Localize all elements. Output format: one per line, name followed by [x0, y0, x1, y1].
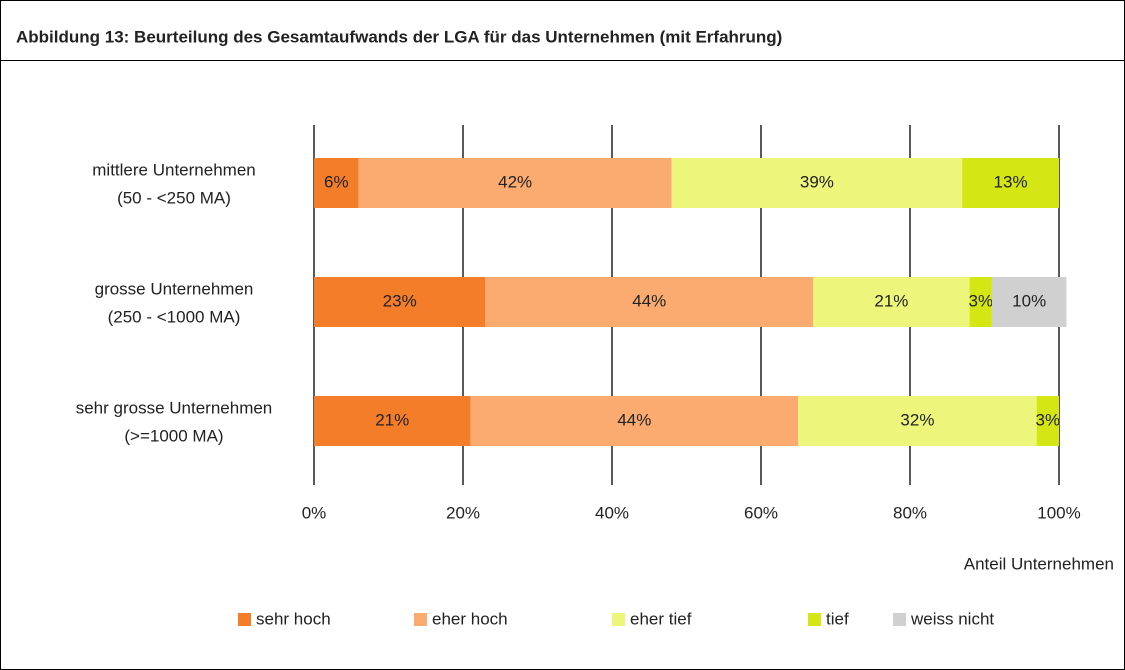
legend-swatch [612, 613, 625, 626]
bar-segment [969, 277, 992, 327]
data-label: 32% [900, 410, 934, 429]
bar-segment [485, 277, 814, 327]
legend-swatch [238, 613, 251, 626]
legend-label: eher tief [630, 609, 692, 628]
chart-title: Abbildung 13: Beurteilung des Gesamtaufw… [16, 27, 782, 46]
y-tick-label: mittlere Unternehmen [92, 160, 255, 179]
legend-label: sehr hoch [256, 609, 331, 628]
data-label: 21% [874, 291, 908, 310]
legend-label: tief [826, 609, 849, 628]
x-tick-label: 40% [595, 503, 629, 522]
data-label: 44% [632, 291, 666, 310]
y-tick-label: sehr grosse Unternehmen [76, 398, 273, 417]
data-label: 21% [375, 410, 409, 429]
legend-swatch [808, 613, 821, 626]
data-label: 39% [800, 172, 834, 191]
x-tick-label: 100% [1037, 503, 1080, 522]
bar-segment [798, 396, 1037, 446]
data-label: 10% [1012, 291, 1046, 310]
bar-segment [1036, 396, 1059, 446]
data-label: 3% [1036, 410, 1061, 429]
x-tick-label: 60% [744, 503, 778, 522]
legend-label: weiss nicht [910, 609, 994, 628]
data-label: 3% [968, 291, 993, 310]
data-label: 44% [617, 410, 651, 429]
y-tick-label: grosse Unternehmen [95, 279, 254, 298]
data-label: 42% [498, 172, 532, 191]
bar-segment [358, 158, 672, 208]
bar-segment [962, 158, 1059, 208]
x-axis-title: Anteil Unternehmen [964, 554, 1114, 573]
bar-segment [314, 158, 359, 208]
data-label: 23% [383, 291, 417, 310]
x-tick-label: 20% [446, 503, 480, 522]
bar-segment [991, 277, 1067, 327]
bar-segment [813, 277, 970, 327]
legend-label: eher hoch [432, 609, 508, 628]
y-tick-label: (50 - <250 MA) [117, 188, 231, 207]
bar-segment [671, 158, 963, 208]
data-label: 6% [324, 172, 349, 191]
bar-segment [314, 396, 471, 446]
bar-segment [314, 277, 486, 327]
y-tick-label: (250 - <1000 MA) [108, 307, 241, 326]
bar-segment [470, 396, 799, 446]
legend-swatch [893, 613, 906, 626]
data-label: 13% [994, 172, 1028, 191]
x-tick-label: 0% [302, 503, 327, 522]
x-tick-label: 80% [893, 503, 927, 522]
y-tick-label: (>=1000 MA) [124, 426, 223, 445]
legend-swatch [414, 613, 427, 626]
